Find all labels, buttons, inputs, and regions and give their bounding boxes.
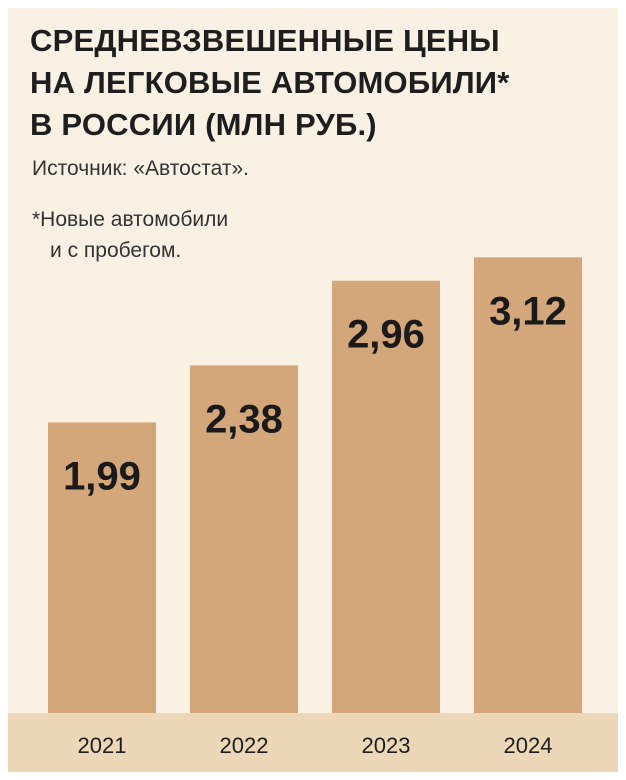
chart-title: СРЕДНЕВЗВЕШЕННЫЕ ЦЕНЫ НА ЛЕГКОВЫЕ АВТОМО… xyxy=(30,20,510,146)
bar-value-label-2022: 2,38 xyxy=(205,397,283,441)
x-tick-label-2021: 2021 xyxy=(78,733,127,758)
x-tick-label-2023: 2023 xyxy=(362,733,411,758)
bar-2022 xyxy=(190,365,298,713)
x-tick-label-2022: 2022 xyxy=(220,733,269,758)
chart-card: СРЕДНЕВЗВЕШЕННЫЕ ЦЕНЫ НА ЛЕГКОВЫЕ АВТОМО… xyxy=(8,8,618,772)
chart-title-line: СРЕДНЕВЗВЕШЕННЫЕ ЦЕНЫ xyxy=(30,23,500,58)
bar-value-label-2024: 3,12 xyxy=(489,289,567,333)
chart-footnote: *Новые автомобили и с пробегом. xyxy=(32,204,228,266)
footnote-line: *Новые автомобили xyxy=(32,208,229,231)
bar-value-label-2023: 2,96 xyxy=(347,313,425,357)
bar-value-label-2021: 1,99 xyxy=(63,454,141,498)
bar-2023 xyxy=(332,280,440,713)
x-axis-band xyxy=(8,713,618,772)
bar-2024 xyxy=(474,257,582,713)
bar-chart: 1,99 2021 2,38 2022 2,96 2023 3,12 2024 xyxy=(48,257,582,758)
bar-2021 xyxy=(48,422,156,713)
footnote-line: и с пробегом. xyxy=(50,239,182,262)
chart-title-line: НА ЛЕГКОВЫЕ АВТОМОБИЛИ* xyxy=(30,65,510,100)
chart-source: Источник: «Автостат». xyxy=(32,157,249,180)
chart-title-line: В РОССИИ (МЛН РУБ.) xyxy=(30,107,377,142)
x-tick-label-2024: 2024 xyxy=(504,733,553,758)
